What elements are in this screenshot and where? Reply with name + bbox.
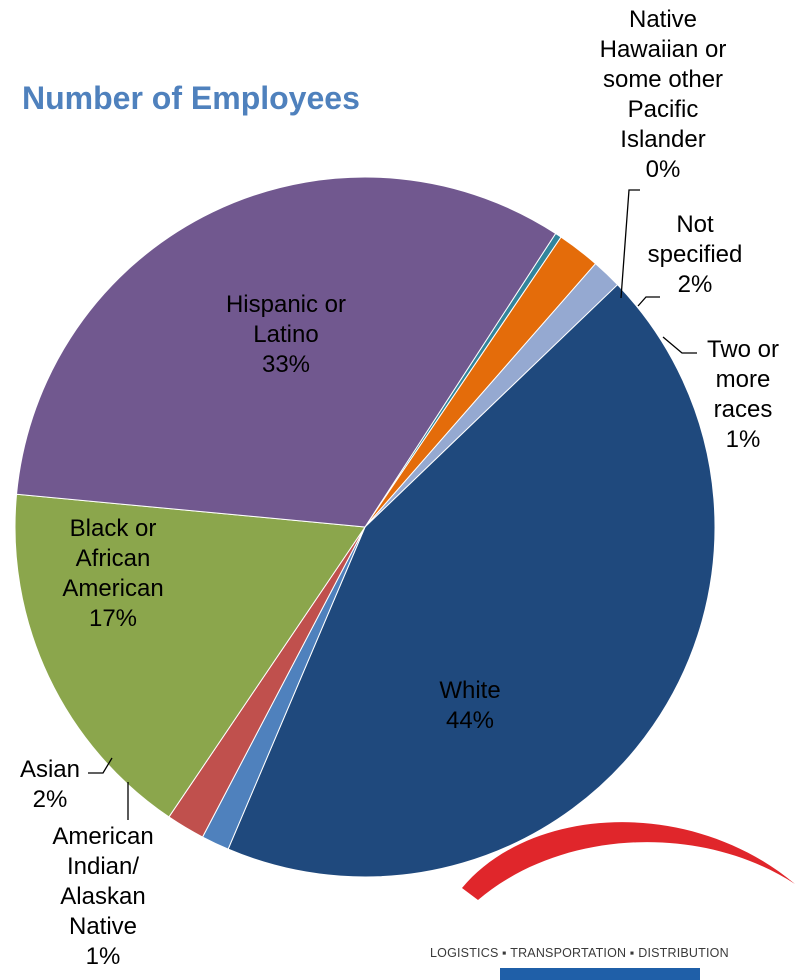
pie-slice-hispanic-or-latino — [15, 176, 557, 528]
logo-red-arc — [462, 822, 795, 900]
label-two-or-more-races: Two or more races 1% — [706, 336, 780, 453]
label-asian: Asian 2% — [19, 756, 81, 813]
leader-lines — [88, 189, 697, 820]
label-native-hawaiian: Native Hawaiian or some other Pacific Is… — [599, 6, 727, 183]
leader-line-not-specified — [637, 296, 660, 307]
label-not-specified: Not specified 2% — [647, 211, 743, 298]
company-logo: LOGISTICS ▪ TRANSPORTATION ▪ DISTRIBUTIO… — [430, 822, 795, 980]
chart-title: Number of Employees — [22, 80, 360, 116]
logo-mark — [500, 968, 700, 980]
pie-slice-white — [227, 283, 716, 878]
label-white: White 44% — [439, 677, 501, 734]
leader-line-two-or-more — [662, 336, 697, 354]
pie-slice-black-or-african-american — [14, 493, 366, 818]
label-american-indian: American Indian/ Alaskan Native 1% — [52, 823, 154, 970]
leader-line-asian — [88, 757, 113, 774]
leader-line-native-hawaiian — [620, 189, 640, 299]
label-black-or-african-american: Black or African American 17% — [62, 515, 164, 632]
label-hispanic-or-latino: Hispanic or Latino 33% — [225, 291, 347, 378]
logo-tagline: LOGISTICS ▪ TRANSPORTATION ▪ DISTRIBUTIO… — [430, 946, 729, 960]
pie-slices — [14, 176, 716, 878]
